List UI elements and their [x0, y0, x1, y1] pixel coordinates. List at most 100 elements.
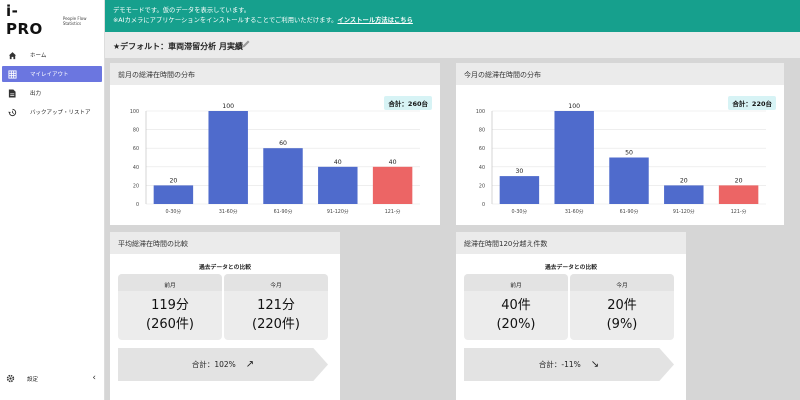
logo-subtitle: People Flow Statistics	[62, 16, 87, 26]
sidebar-item-my-layout[interactable]: マイレイアウト	[2, 66, 102, 82]
sidebar: i-PRO People Flow Statistics ホーム マイレイアウト…	[0, 0, 105, 400]
comparison-value: 121分 (220件)	[224, 296, 328, 334]
x-tick-label: 121-分	[731, 208, 747, 215]
over120-comparison-card: 総滞在時間120分越え件数 過去データとの比較 前月 40件 (20%) 今月 …	[456, 232, 686, 400]
data-label: 60	[279, 140, 287, 147]
logo-mark: i-PRO	[6, 2, 43, 38]
comparison-value: 20件 (9%)	[570, 296, 674, 334]
y-tick-label: 80	[479, 128, 485, 134]
x-tick-label: 61-90分	[620, 208, 639, 215]
sidebar-item-label: マイレイアウト	[30, 72, 69, 78]
x-tick-label: 91-120分	[327, 208, 349, 215]
bar	[208, 111, 248, 204]
sidebar-nav: ホーム マイレイアウト 出力 バックアップ・リストア	[0, 44, 105, 123]
bar	[609, 157, 649, 204]
avg-comparison-card: 平均総滞在時間の比較 過去データとの比較 前月 119分 (260件) 今月 1…	[110, 232, 340, 400]
value-line: (9%)	[606, 317, 638, 332]
comparison-this-month: 今月 121分 (220件)	[224, 274, 328, 340]
pencil-icon[interactable]	[241, 39, 251, 51]
sidebar-item-output[interactable]: 出力	[2, 85, 102, 101]
y-tick-label: 80	[133, 128, 139, 134]
card-title: 今月の総滞在時間の分布	[456, 63, 784, 85]
bar	[372, 166, 413, 204]
value-line: (220件)	[252, 317, 300, 332]
comparison-label: 前月	[118, 274, 222, 291]
banner-line-1: デモモードです。仮のデータを表示しています。	[113, 7, 251, 14]
bar	[318, 166, 358, 204]
y-tick-label: 20	[479, 183, 485, 189]
value-line: 20件	[607, 298, 637, 313]
sidebar-item-label: ホーム	[30, 53, 47, 59]
total-text: 合計：-11%	[538, 360, 581, 369]
x-tick-label: 121-分	[385, 208, 401, 215]
gear-icon	[6, 374, 15, 385]
bar-chart-this-month: 0 20 40 60 80 100 30 0-30分 100 31-60分 50 61-90分 20 91…	[476, 103, 766, 215]
data-label: 100	[222, 103, 234, 110]
settings-button[interactable]: 設定	[2, 372, 103, 386]
arrow-down-right-icon: ↘	[590, 359, 600, 370]
sidebar-item-backup-restore[interactable]: バックアップ・リストア	[2, 104, 102, 120]
y-tick-label: 20	[133, 183, 139, 189]
sidebar-item-label: バックアップ・リストア	[30, 110, 91, 116]
chevron-left-icon[interactable]: ‹	[92, 373, 96, 383]
data-label: 40	[334, 159, 342, 166]
x-tick-label: 31-60分	[219, 208, 238, 215]
chart-card-last-month: 前月の総滞在時間の分布 合計：260台 0 20 40 60 80 100 20 0-30分 1…	[110, 63, 440, 225]
comparison-subtitle: 過去データとの比較	[198, 265, 252, 271]
data-label: 20	[735, 177, 743, 184]
sidebar-item-home[interactable]: ホーム	[2, 47, 102, 63]
x-tick-label: 0-30分	[512, 208, 528, 215]
page-header: ★デフォルト：車両滞留分析 月実績	[105, 32, 800, 58]
logo: i-PRO People Flow Statistics	[6, 2, 104, 38]
arrow-up-right-icon: ↗	[245, 359, 255, 370]
x-tick-label: 91-120分	[673, 208, 695, 215]
x-tick-label: 31-60分	[565, 208, 584, 215]
card-title: 前月の総滞在時間の分布	[110, 63, 440, 85]
value-line: (260件)	[146, 317, 194, 332]
value-line: 121分	[257, 298, 295, 313]
page-title: ★デフォルト：車両滞留分析 月実績	[113, 42, 243, 51]
y-tick-label: 0	[482, 202, 485, 208]
comparison-value: 119分 (260件)	[118, 296, 222, 334]
chart-card-this-month: 今月の総滞在時間の分布 合計：220台 0 20 40 60 80 100 30 0-30分 1…	[456, 63, 784, 225]
sidebar-item-label: 出力	[30, 91, 42, 97]
x-tick-label: 0-30分	[166, 208, 182, 215]
comparison-value: 40件 (20%)	[464, 296, 568, 334]
y-tick-label: 0	[136, 202, 139, 208]
data-label: 20	[680, 177, 688, 184]
y-tick-label: 100	[130, 109, 139, 115]
value-line: 40件	[501, 298, 531, 313]
settings-label: 設定	[27, 377, 39, 383]
y-tick-label: 40	[479, 165, 485, 171]
total-badge: 合計：220台	[728, 96, 776, 110]
comparison-total: 合計：102% ↗	[118, 348, 328, 381]
bar	[554, 111, 594, 204]
comparison-total: 合計：-11% ↘	[464, 348, 674, 381]
bar-chart-last-month: 0 20 40 60 80 100 20 0-30分 100 31-60分 60 61-90分 40 91…	[130, 103, 420, 215]
value-line: (20%)	[496, 317, 536, 332]
total-badge: 合計：260台	[384, 96, 432, 110]
total-text: 合計：102%	[191, 360, 236, 369]
y-tick-label: 60	[479, 146, 485, 152]
bar	[153, 185, 194, 204]
y-tick-label: 60	[133, 146, 139, 152]
comparison-this-month: 今月 20件 (9%)	[570, 274, 674, 340]
data-label: 40	[389, 159, 397, 166]
comparison-label: 今月	[224, 274, 328, 291]
bar	[718, 185, 759, 204]
comparison-label: 前月	[464, 274, 568, 291]
install-link[interactable]: インストール方法はこちら	[337, 17, 413, 24]
bar	[499, 176, 540, 204]
demo-banner: デモモードです。仮のデータを表示しています。 ※AIカメラにアプリケーションをイ…	[105, 0, 800, 32]
card-title: 平均総滞在時間の比較	[110, 232, 340, 254]
data-label: 30	[515, 168, 523, 175]
grid-icon	[6, 68, 18, 80]
document-icon	[6, 87, 18, 99]
comparison-last-month: 前月 119分 (260件)	[118, 274, 222, 340]
data-label: 100	[568, 103, 580, 110]
value-line: 119分	[151, 298, 189, 313]
bar	[263, 148, 303, 204]
restore-icon	[6, 106, 18, 118]
main-area: デモモードです。仮のデータを表示しています。 ※AIカメラにアプリケーションをイ…	[105, 0, 800, 400]
bar	[664, 185, 704, 204]
